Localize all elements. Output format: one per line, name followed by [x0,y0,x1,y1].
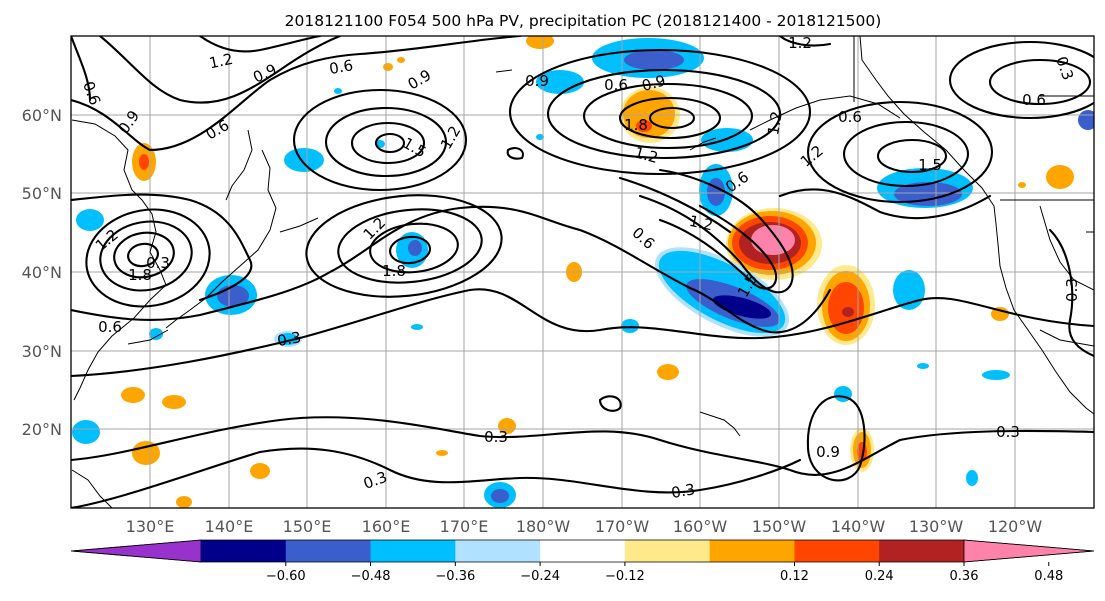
contour-label: 0.6 [328,56,355,78]
longitude-labels: 130°E 140°E 150°E 160°E 170°E 180°W 170°… [126,517,1043,536]
colorbar-bin [201,540,287,562]
contour-label: 0.6 [98,318,122,336]
lat-label: 50°N [22,184,62,203]
contour-label: 1.2 [207,50,234,73]
lon-label: 170°W [595,517,650,536]
colorbar-bin [709,540,795,562]
contour-label: 1.2 [764,110,786,137]
contour-label: 1.8 [128,266,152,284]
contour-label: 0.9 [640,71,668,95]
contour-label: 0.6 [604,76,628,94]
colorbar-bin [370,540,456,562]
contour-label: 0.3 [670,480,697,502]
lon-label: 140°E [205,517,254,536]
lat-label: 60°N [22,106,62,125]
contour-label: 0.3 [146,254,170,272]
contour-label: 0.6 [838,108,862,126]
colorbar-extend-low [70,539,202,563]
contour-label: 0.3 [484,428,508,446]
contour-label: 1.2 [788,34,812,52]
lon-label: 120°W [988,517,1043,536]
colorbar-tick-label: 0.12 [780,569,809,584]
contour-label: 0.3 [276,328,303,350]
colorbar-bin [794,540,880,562]
contour-label: 1.2 [632,143,660,167]
lat-label: 30°N [22,342,62,361]
lon-label: 130°E [126,517,175,536]
colorbar-bin [285,540,372,562]
contour-label: 0.3 [1063,278,1081,302]
latitude-labels: 60°N 50°N 40°N 30°N 20°N [22,106,62,439]
contour-label: 1.8 [382,262,406,280]
colorbar-outline [70,539,1095,563]
lon-label: 140°W [831,517,886,536]
map-gridlines [71,36,1094,508]
lon-label: 180°W [516,517,571,536]
contour-label: 0.6 [1022,91,1046,109]
contour-label: 0.3 [996,423,1020,441]
colorbar-bin [455,540,541,562]
contour-label: 1.8 [624,116,648,134]
map-title: 2018121100 F054 500 hPa PV, precipitatio… [285,12,882,30]
lat-label: 20°N [22,420,62,439]
colorbar-tick-label: −0.24 [520,569,560,584]
contour-label: 0.9 [816,443,840,461]
colorbar-tick-label: 0.36 [950,569,979,584]
colorbar: −0.60 −0.48 −0.36 −0.24 −0.12 0.12 0.24 0.36 0.4… [70,539,1095,584]
map-area: 1.2 0.9 0.6 0.9 0.6 0.6 0.9 1.2 1.5 1.2 … [71,34,1094,508]
colorbar-tick-label: −0.12 [605,569,645,584]
lon-label: 150°E [283,517,332,536]
pv-contours [71,36,1094,508]
colorbar-tick-label: −0.60 [266,569,306,584]
lat-label: 40°N [22,263,62,282]
contour-label: 1.5 [918,156,942,174]
colorbar-bin [624,540,711,562]
lon-label: 160°E [362,517,411,536]
lon-label: 130°W [909,517,964,536]
colorbar-tick-label: −0.48 [351,569,391,584]
lon-label: 150°W [752,517,807,536]
colorbar-tick-label: 0.48 [1034,569,1063,584]
lon-label: 170°E [440,517,489,536]
map-frame [70,35,1095,509]
colorbar-tick-label: −0.36 [435,569,475,584]
lon-label: 160°W [673,517,728,536]
colorbar-bin [879,540,965,562]
colorbar-bin [540,540,626,562]
contour-label: 0.9 [525,72,549,90]
colorbar-tick-label: 0.24 [865,569,894,584]
contour-label: 1.2 [687,212,714,235]
colorbar-extend-high [963,539,1095,563]
